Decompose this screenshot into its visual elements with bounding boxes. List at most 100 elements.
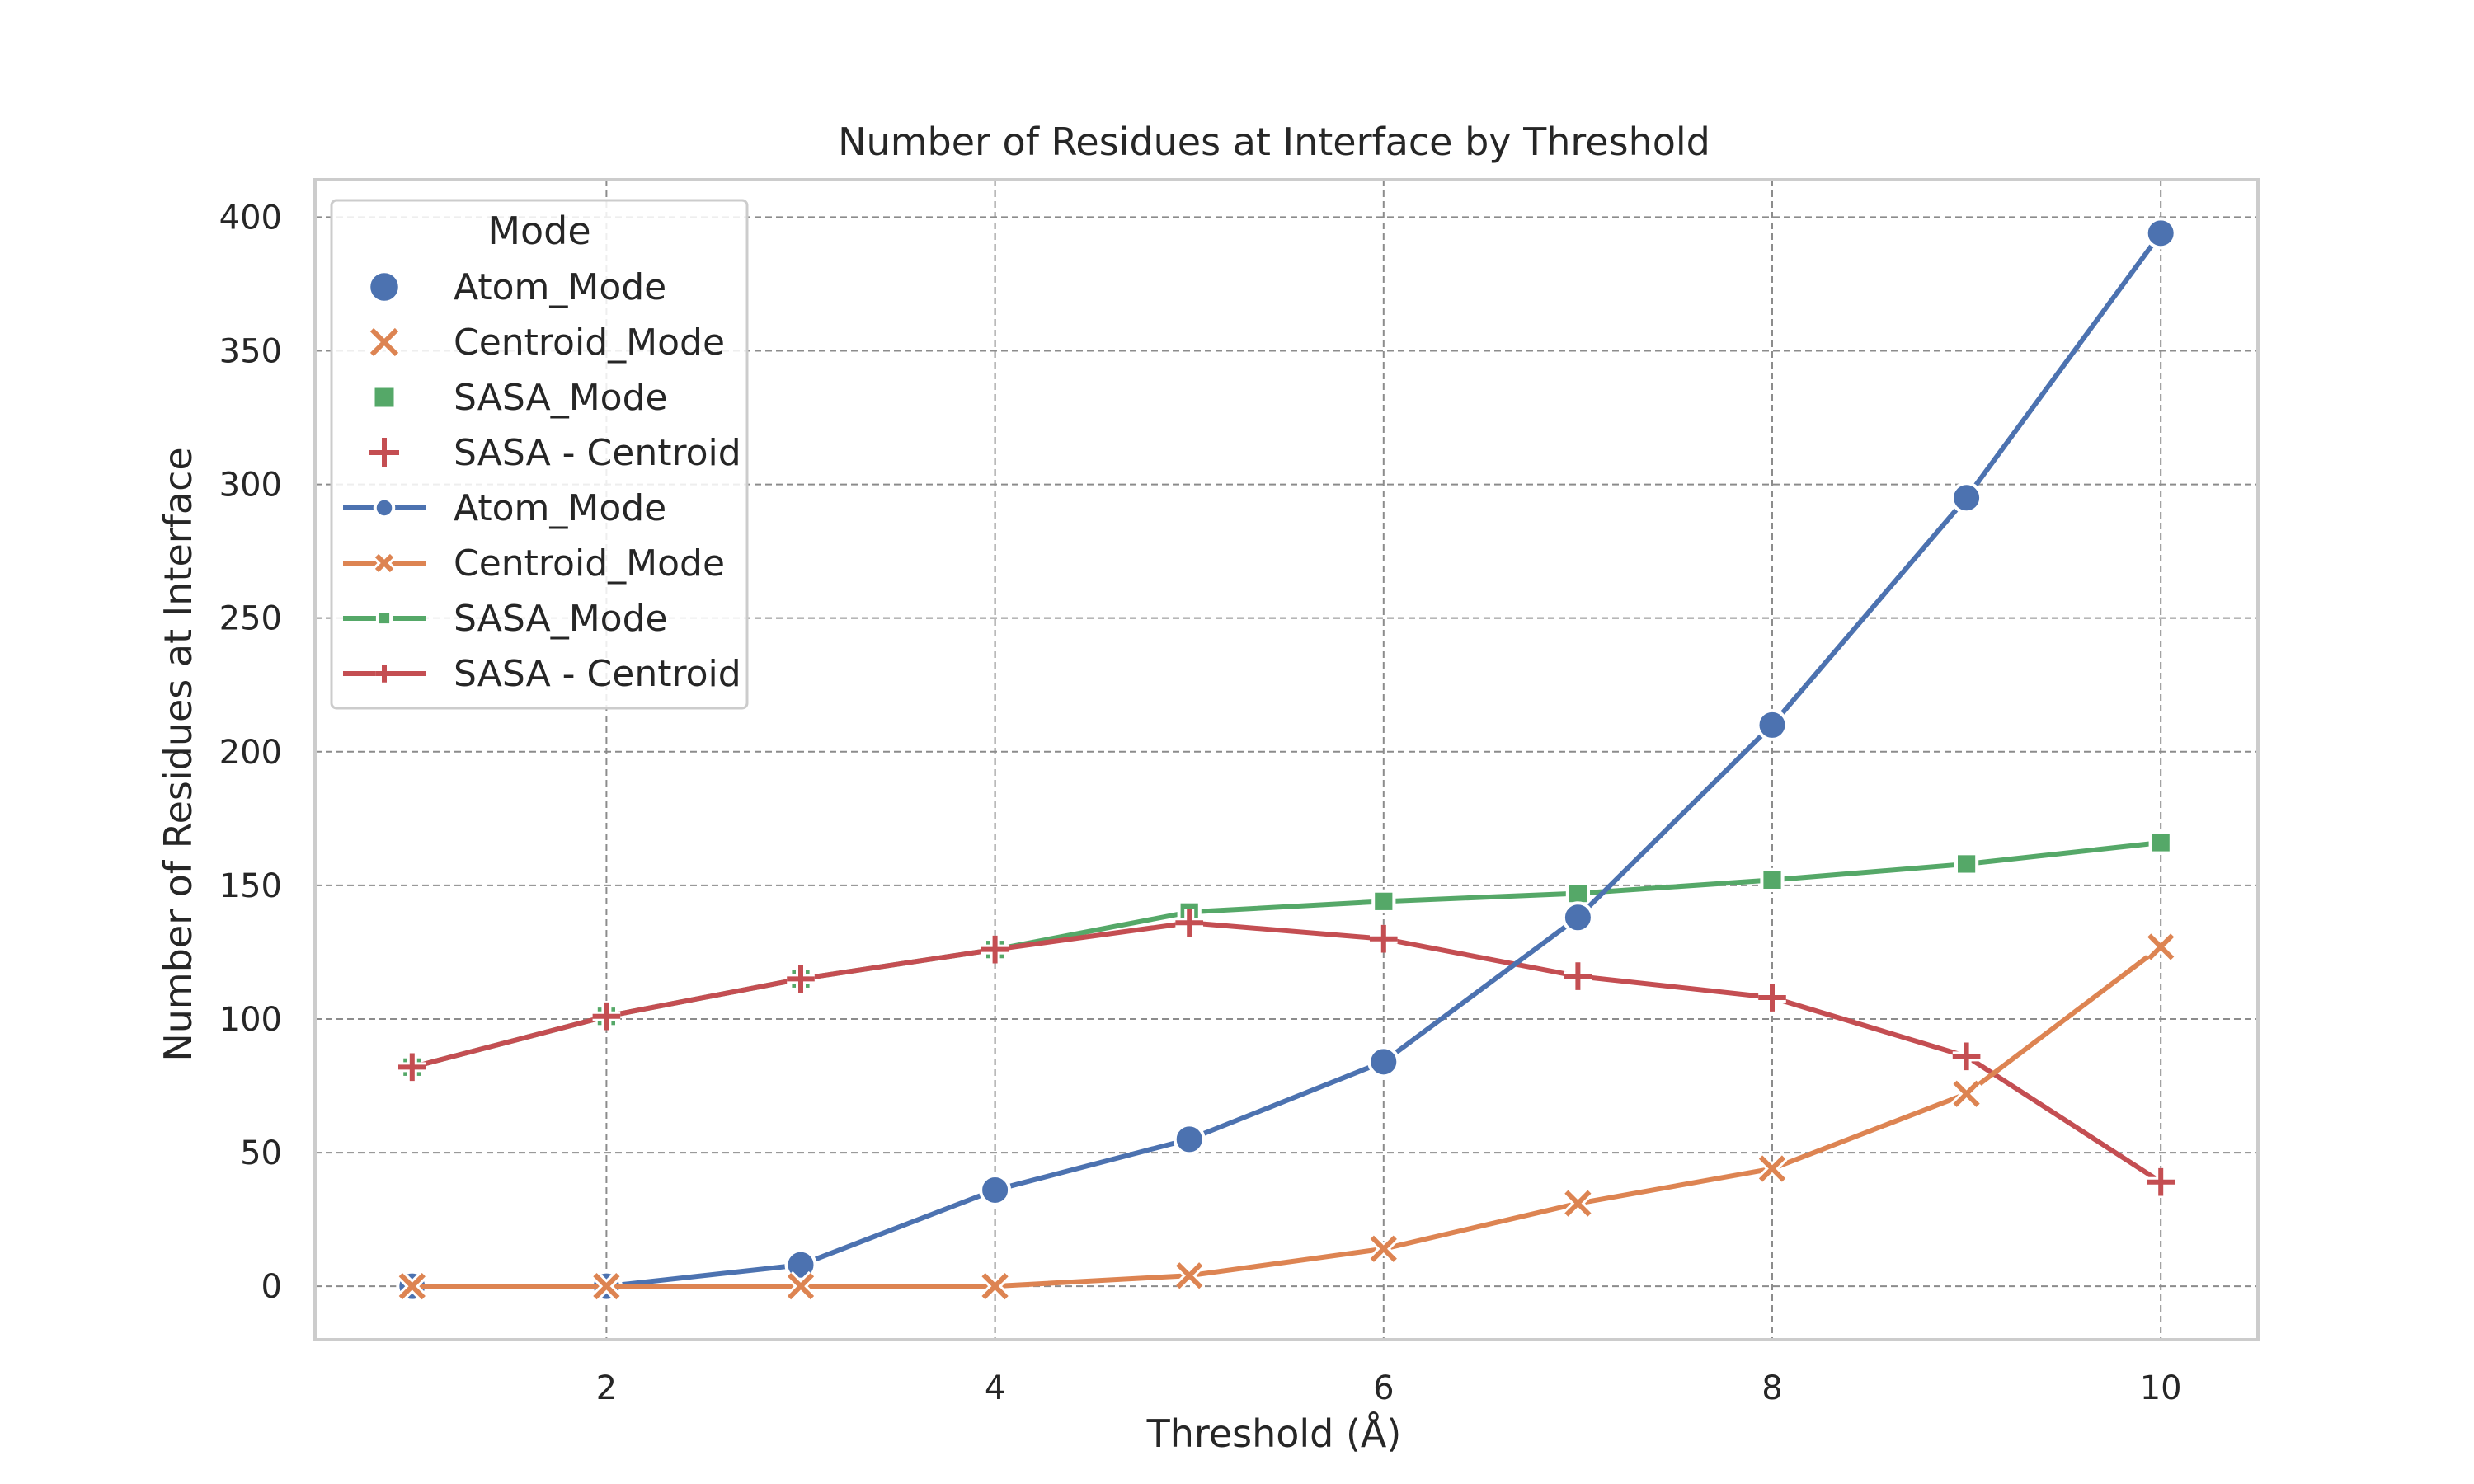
data-point-sasa-mode-shape [1760,867,1785,892]
data-point-sasa-centroid-shape [1370,924,1398,953]
data-point-sasa-centroid [2147,1167,2175,1196]
data-point-sasa-centroid-shape [981,935,1009,964]
y-axis-label: Number of Residues at Interface [156,447,200,1061]
series-sasa-centroid [398,909,2175,1196]
legend-label: Centroid_Mode [454,542,725,585]
data-point-sasa-centroid [398,1053,426,1082]
legend-line-marker [375,665,393,683]
data-point-sasa-centroid [1370,924,1398,953]
data-point-centroid-mode [785,1270,816,1302]
data-point-centroid-mode [980,1270,1010,1302]
data-point-sasa-mode [2148,830,2173,855]
y-tick-label: 350 [219,332,282,370]
legend-label: Atom_Mode [454,266,666,308]
data-point-atom-mode-shape [1561,901,1594,934]
data-point-centroid-mode [2145,932,2176,962]
data-point-atom-mode [1756,708,1789,741]
data-point-centroid-mode-shape [1953,1080,1980,1107]
y-tick-label: 50 [240,1134,282,1172]
legend-label: SASA - Centroid [454,432,741,474]
y-tick-label: 250 [219,600,282,638]
legend-line-3 [343,609,426,627]
legend-line-marker-shape [375,665,393,683]
y-tick-label: 200 [219,734,282,772]
legend-line-marker-shape [373,496,396,519]
x-axis-label: Threshold (Å) [1146,1411,1402,1456]
data-point-sasa-mode-shape [1954,852,1979,876]
data-point-atom-mode-shape [1950,481,1983,514]
y-tick-label: 100 [219,1001,282,1039]
legend: Mode Atom_Mode Centroid_Mode SASA_Mode SASA… [330,199,749,710]
legend-marker-2 [368,326,401,359]
legend-marker-4 [369,438,399,467]
legend-items: Atom_Mode Centroid_Mode SASA_Mode SASA - Ce… [343,266,741,695]
data-point-atom-mode [1173,1123,1206,1156]
y-tick-label: 0 [261,1268,282,1306]
data-point-atom-mode [1561,901,1594,934]
legend-line-marker [373,496,396,519]
legend-marker-4-shape [369,438,399,467]
legend-marker-1-shape [367,270,402,304]
data-point-sasa-mode [1371,889,1396,913]
data-point-sasa-mode [1760,867,1785,892]
data-point-sasa-mode [1565,881,1591,906]
legend-line-4 [343,665,426,683]
legend-marker-2-shape [369,327,399,357]
x-tick-label: 2 [596,1369,617,1407]
data-point-centroid-mode [1174,1260,1205,1291]
data-point-sasa-centroid-shape [787,965,815,993]
data-point-centroid-mode-shape [593,1273,620,1300]
data-point-sasa-centroid [1952,1042,1981,1071]
data-point-centroid-mode [1757,1153,1788,1184]
legend-line-marker [373,552,396,575]
legend-line-marker-shape [375,609,393,627]
legend-line-marker [375,609,393,627]
data-point-sasa-centroid [787,965,815,993]
data-point-atom-mode [1367,1045,1400,1078]
x-tick-label: 10 [2140,1369,2182,1407]
data-point-centroid-mode-shape [2147,933,2175,960]
legend-label: SASA_Mode [454,377,668,419]
series-line-centroid-mode [412,945,2163,1289]
data-point-centroid-mode-shape [1564,1190,1592,1217]
series-centroid-mode [397,932,2176,1302]
chart-title: Number of Residues at Interface by Thres… [838,120,1710,164]
data-point-sasa-centroid [1564,962,1592,990]
data-point-sasa-centroid [981,935,1009,964]
legend-line-1 [343,496,426,519]
legend-box [330,199,749,710]
data-point-centroid-mode [1368,1233,1399,1265]
y-tick-label: 150 [219,867,282,905]
data-point-sasa-centroid-shape [592,1002,621,1031]
data-point-centroid-mode-shape [787,1273,815,1300]
data-point-sasa-centroid-shape [1758,984,1786,1012]
series-atom-mode [396,217,2177,1303]
legend-marker-3 [371,384,397,411]
data-point-sasa-centroid-shape [2147,1167,2175,1196]
data-point-atom-mode-shape [979,1173,1012,1206]
series-line-atom-mode [412,232,2163,1289]
data-point-centroid-mode-shape [1370,1235,1397,1262]
data-point-centroid-mode [1563,1188,1593,1219]
legend-line-2 [343,552,426,575]
legend-marker-3-shape [371,384,397,411]
grid [315,180,2258,1340]
data-point-sasa-mode-shape [2148,830,2173,855]
data-point-sasa-centroid [1758,984,1786,1012]
legend-title: Mode [487,209,590,253]
data-point-centroid-mode [1951,1078,1982,1109]
x-tick-label: 6 [1373,1369,1394,1407]
data-point-sasa-centroid-shape [1564,962,1592,990]
legend-marker-1 [367,270,402,304]
y-tick-label: 300 [219,467,282,505]
legend-label: Atom_Mode [454,487,666,529]
data-point-centroid-mode-shape [398,1273,426,1300]
data-point-sasa-centroid-shape [1175,909,1203,937]
data-point-sasa-mode [1954,852,1979,876]
legend-label: Centroid_Mode [454,322,725,364]
data-point-atom-mode [2144,217,2177,250]
data-point-atom-mode-shape [1173,1123,1206,1156]
x-tick-label: 4 [985,1369,1005,1407]
